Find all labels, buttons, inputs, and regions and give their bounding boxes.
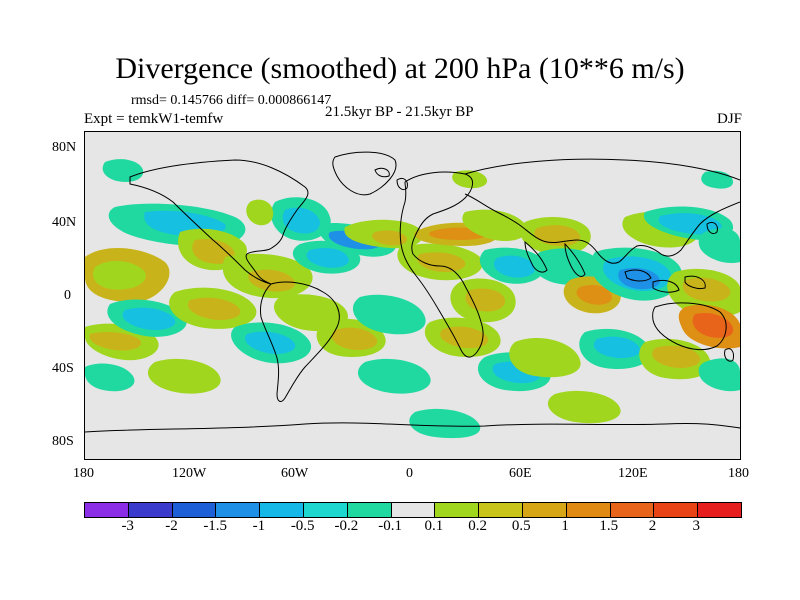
colorbar-label: 2 [648,518,657,534]
x-tick-label: 60W [281,466,309,481]
map-plot-area [84,131,741,460]
colorbar-swatch [260,503,304,517]
colorbar-label: -1 [252,518,266,534]
y-tick-label: 80S [52,434,74,449]
y-tick-label: 40N [52,215,77,230]
colorbar-label: 1.5 [599,518,619,534]
colorbar-label: -0.1 [378,518,402,534]
colorbar-swatch [654,503,699,517]
y-tick-label: 0 [64,288,71,303]
colorbar-swatch [698,503,741,517]
divergence-contours [85,159,740,439]
colorbar-label: 3 [692,518,701,534]
colorbar-swatch [566,503,611,517]
colorbar-swatch [522,503,567,517]
colorbar-swatch [391,503,436,517]
colorbar-swatch [303,503,348,517]
x-tick-label: 180 [73,466,94,481]
colorbar-swatch [610,503,655,517]
colorbar-label: 0.1 [424,518,444,534]
colorbar-swatch [479,503,523,517]
season-label: DJF [716,111,742,127]
colorbar-label: -3 [121,518,134,534]
colorbar-label: -0.2 [334,518,359,534]
colorbar-swatch [435,503,480,517]
x-tick-label: 0 [406,466,413,481]
colorbar-label: 1 [561,518,569,534]
colorbar-label: -0.5 [290,518,315,534]
colorbar-label: -1.5 [203,518,228,534]
y-tick-label: 40S [52,361,74,376]
colorbar-label: -2 [165,518,178,534]
divergence-map [85,151,740,439]
y-tick-label: 80N [52,140,77,155]
colorbar-swatch [347,503,392,517]
x-tick-label: 120E [618,466,648,481]
colorbar-swatch [216,503,261,517]
coastlines [85,151,740,433]
colorbar-swatch [172,503,217,517]
x-tick-label: 120W [172,466,207,481]
colorbar [84,502,742,518]
x-tick-label: 180 [728,466,749,481]
colorbar-swatch [85,503,129,517]
rmsd-diff-stats: rmsd= 0.145766 diff= 0.000866147 [131,93,332,108]
colorbar-swatch [128,503,173,517]
experiment-label: Expt = temkW1-temfw [84,111,224,127]
colorbar-label: 0.2 [468,518,487,534]
x-tick-label: 60E [509,466,532,481]
plot-title: Divergence (smoothed) at 200 hPa (10**6 … [115,52,685,85]
colorbar-label: 0.5 [511,518,531,534]
period-label: 21.5kyr BP - 21.5kyr BP [325,104,474,120]
